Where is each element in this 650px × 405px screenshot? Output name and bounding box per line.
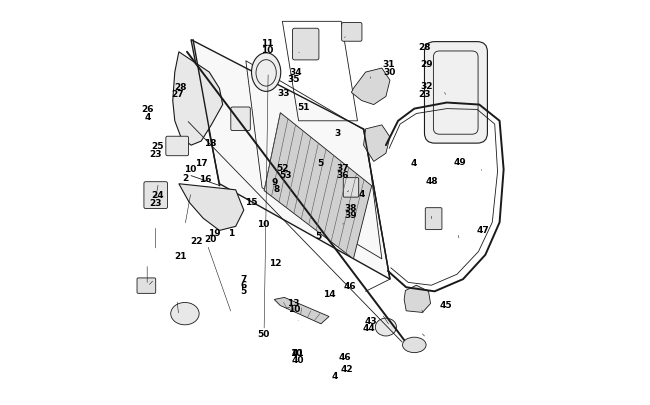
Text: 37: 37 xyxy=(337,164,349,173)
Text: 4: 4 xyxy=(410,158,417,167)
FancyBboxPatch shape xyxy=(424,43,488,144)
Text: 9: 9 xyxy=(272,177,278,186)
Polygon shape xyxy=(173,53,223,146)
FancyBboxPatch shape xyxy=(137,278,156,294)
Text: 46: 46 xyxy=(338,352,351,361)
Text: 16: 16 xyxy=(200,175,212,183)
FancyBboxPatch shape xyxy=(292,29,319,61)
Text: 13: 13 xyxy=(287,298,300,307)
Text: 50: 50 xyxy=(257,330,270,339)
Text: 3: 3 xyxy=(334,129,341,138)
Ellipse shape xyxy=(252,54,281,92)
Text: 28: 28 xyxy=(418,43,431,52)
Text: 44: 44 xyxy=(363,324,375,333)
Text: 53: 53 xyxy=(279,171,291,179)
FancyBboxPatch shape xyxy=(144,182,168,209)
Text: 10: 10 xyxy=(184,165,196,174)
Text: 32: 32 xyxy=(421,82,433,91)
Text: 6: 6 xyxy=(240,281,247,290)
Text: 5: 5 xyxy=(315,231,322,240)
Polygon shape xyxy=(274,298,329,324)
Text: 18: 18 xyxy=(204,139,216,148)
Text: 5: 5 xyxy=(317,158,323,167)
Text: 1: 1 xyxy=(229,228,235,237)
Ellipse shape xyxy=(402,337,426,353)
Text: 21: 21 xyxy=(174,252,187,260)
Text: 24: 24 xyxy=(151,191,164,200)
Text: 23: 23 xyxy=(149,149,162,158)
Text: 45: 45 xyxy=(439,300,452,309)
Text: 29: 29 xyxy=(420,60,433,68)
FancyBboxPatch shape xyxy=(166,137,188,156)
Text: 12: 12 xyxy=(269,259,281,268)
Text: 4: 4 xyxy=(332,371,339,380)
Polygon shape xyxy=(352,69,390,105)
Text: 26: 26 xyxy=(141,105,153,114)
Text: 23: 23 xyxy=(149,198,162,207)
Text: 8: 8 xyxy=(274,185,280,194)
Text: 19: 19 xyxy=(208,228,221,237)
FancyBboxPatch shape xyxy=(231,108,250,131)
Text: 43: 43 xyxy=(365,316,378,325)
Text: 10: 10 xyxy=(257,220,270,229)
Text: 22: 22 xyxy=(190,237,203,246)
Text: 41: 41 xyxy=(291,348,304,357)
Text: 10: 10 xyxy=(261,46,274,55)
Text: 31: 31 xyxy=(382,60,395,69)
Ellipse shape xyxy=(375,318,396,336)
Text: 33: 33 xyxy=(278,89,290,98)
Text: 52: 52 xyxy=(276,164,289,173)
Text: 10: 10 xyxy=(288,304,300,313)
Text: 28: 28 xyxy=(174,83,187,92)
Text: 27: 27 xyxy=(172,90,185,98)
Text: 17: 17 xyxy=(195,158,208,167)
Text: 10: 10 xyxy=(290,348,302,357)
Text: 42: 42 xyxy=(341,364,354,373)
Text: 20: 20 xyxy=(204,234,216,243)
Text: 36: 36 xyxy=(337,171,349,179)
Text: 40: 40 xyxy=(291,355,304,364)
Text: 5: 5 xyxy=(240,286,246,295)
Text: 2: 2 xyxy=(182,174,188,183)
Text: 11: 11 xyxy=(261,39,274,48)
FancyBboxPatch shape xyxy=(343,178,359,198)
Text: 14: 14 xyxy=(323,289,335,298)
Text: 4: 4 xyxy=(358,190,365,199)
Polygon shape xyxy=(363,126,390,162)
Text: 30: 30 xyxy=(384,68,396,77)
FancyBboxPatch shape xyxy=(425,208,442,230)
Text: 49: 49 xyxy=(454,158,466,166)
Text: 7: 7 xyxy=(240,274,247,283)
Text: 46: 46 xyxy=(344,281,356,290)
Text: 48: 48 xyxy=(426,177,439,186)
Text: 25: 25 xyxy=(151,142,164,151)
Polygon shape xyxy=(179,184,244,231)
Text: 51: 51 xyxy=(298,103,310,112)
Text: 38: 38 xyxy=(344,204,358,213)
Text: 39: 39 xyxy=(344,210,358,219)
Text: 47: 47 xyxy=(477,226,489,234)
Text: 4: 4 xyxy=(144,113,151,122)
Polygon shape xyxy=(404,286,430,313)
Polygon shape xyxy=(191,40,390,279)
Polygon shape xyxy=(264,113,372,259)
Text: 15: 15 xyxy=(245,197,257,206)
Ellipse shape xyxy=(171,303,199,325)
Text: 23: 23 xyxy=(418,90,430,98)
FancyBboxPatch shape xyxy=(342,23,362,42)
Text: 34: 34 xyxy=(289,68,302,77)
Text: 35: 35 xyxy=(287,75,300,84)
